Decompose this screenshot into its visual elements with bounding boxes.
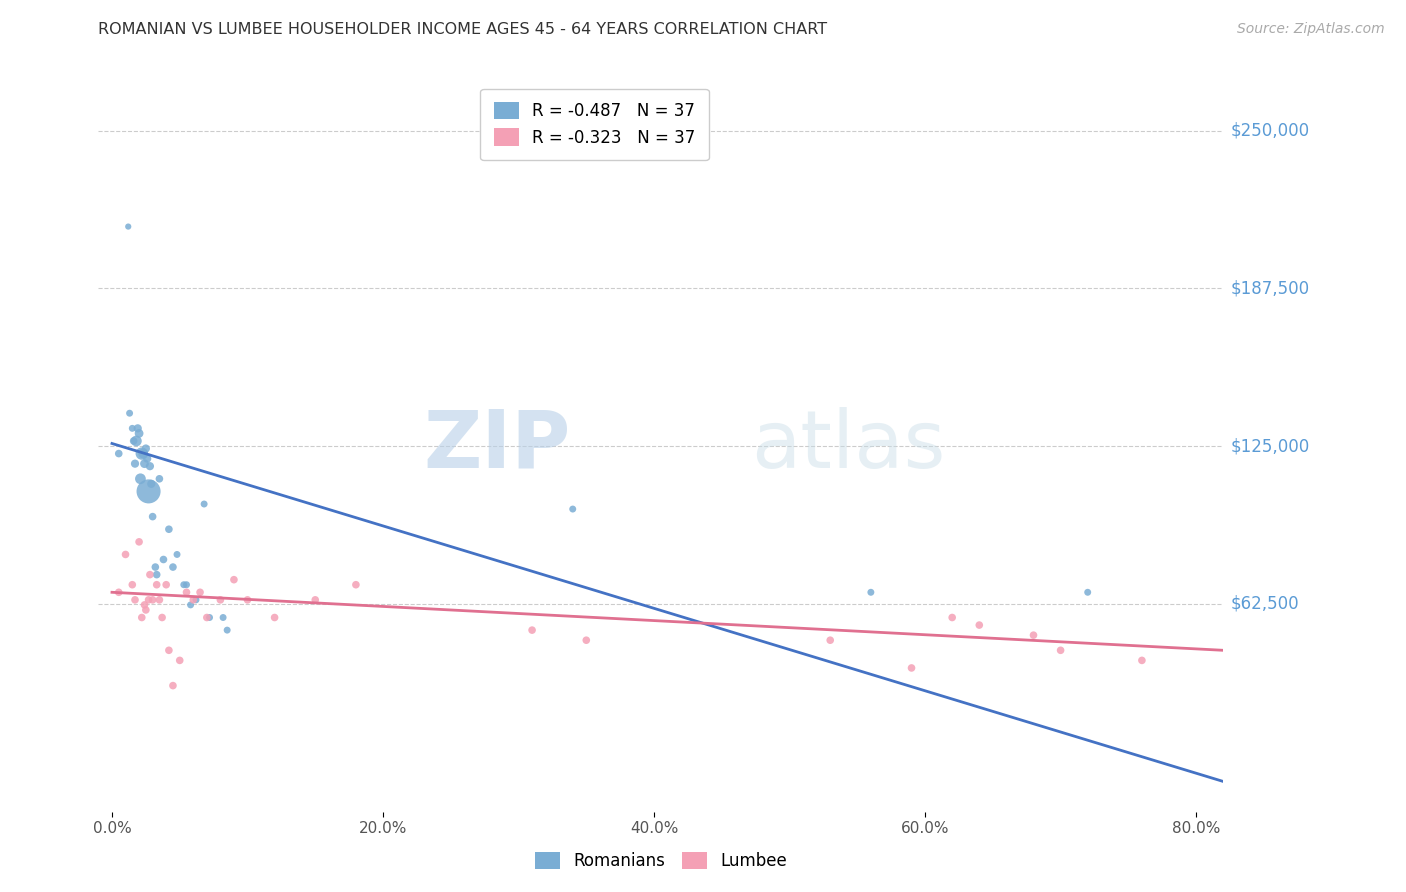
Point — [859, 585, 882, 599]
Point — [900, 661, 922, 675]
Point — [169, 653, 191, 667]
Text: atlas: atlas — [751, 407, 945, 485]
Point — [128, 426, 150, 441]
Point — [1049, 643, 1071, 657]
Point — [188, 585, 211, 599]
Point — [125, 434, 148, 448]
Point — [195, 610, 218, 624]
Point — [117, 219, 139, 234]
Point — [1022, 628, 1045, 642]
Point — [217, 623, 239, 637]
Point — [142, 592, 165, 607]
Point — [124, 592, 146, 607]
Point — [236, 592, 259, 607]
Point — [969, 618, 991, 632]
Point — [520, 623, 543, 637]
Legend: Romanians, Lumbee: Romanians, Lumbee — [529, 845, 793, 877]
Point — [139, 459, 162, 474]
Point — [139, 567, 162, 582]
Point — [138, 484, 160, 499]
Point — [157, 522, 180, 536]
Point — [155, 578, 177, 592]
Point — [173, 578, 195, 592]
Point — [135, 442, 157, 456]
Point — [143, 560, 166, 574]
Point — [162, 560, 184, 574]
Point — [222, 573, 245, 587]
Text: $250,000: $250,000 — [1230, 121, 1309, 140]
Point — [150, 610, 173, 624]
Point — [162, 679, 184, 693]
Point — [114, 548, 136, 562]
Point — [209, 592, 232, 607]
Point — [124, 457, 146, 471]
Point — [166, 548, 188, 562]
Text: $125,000: $125,000 — [1230, 437, 1309, 455]
Point — [141, 476, 163, 491]
Point — [134, 457, 156, 471]
Point — [129, 472, 152, 486]
Point — [131, 610, 153, 624]
Point — [941, 610, 963, 624]
Point — [127, 421, 149, 435]
Point — [181, 592, 204, 607]
Point — [128, 534, 150, 549]
Point — [575, 633, 598, 648]
Point — [132, 446, 155, 460]
Point — [180, 598, 202, 612]
Text: $62,500: $62,500 — [1230, 595, 1299, 613]
Point — [176, 578, 198, 592]
Text: ROMANIAN VS LUMBEE HOUSEHOLDER INCOME AGES 45 - 64 YEARS CORRELATION CHART: ROMANIAN VS LUMBEE HOUSEHOLDER INCOME AG… — [98, 22, 828, 37]
Point — [145, 578, 167, 592]
Point — [107, 585, 129, 599]
Point — [193, 497, 215, 511]
Point — [263, 610, 285, 624]
Point — [135, 603, 157, 617]
Point — [1077, 585, 1099, 599]
Point — [138, 592, 160, 607]
Point — [344, 578, 367, 592]
Point — [148, 472, 170, 486]
Point — [1130, 653, 1153, 667]
Point — [131, 446, 153, 460]
Point — [818, 633, 841, 648]
Point — [107, 446, 129, 460]
Text: Source: ZipAtlas.com: Source: ZipAtlas.com — [1237, 22, 1385, 37]
Point — [148, 592, 170, 607]
Point — [152, 552, 174, 566]
Point — [121, 578, 143, 592]
Point — [176, 585, 198, 599]
Point — [122, 434, 145, 448]
Point — [134, 598, 156, 612]
Point — [157, 643, 180, 657]
Text: $187,500: $187,500 — [1230, 279, 1309, 297]
Text: ZIP: ZIP — [423, 407, 571, 485]
Point — [198, 610, 221, 624]
Point — [118, 406, 141, 420]
Point — [304, 592, 326, 607]
Point — [212, 610, 235, 624]
Point — [136, 451, 159, 466]
Point — [142, 509, 165, 524]
Point — [561, 502, 583, 516]
Point — [145, 567, 167, 582]
Point — [121, 421, 143, 435]
Point — [184, 592, 207, 607]
